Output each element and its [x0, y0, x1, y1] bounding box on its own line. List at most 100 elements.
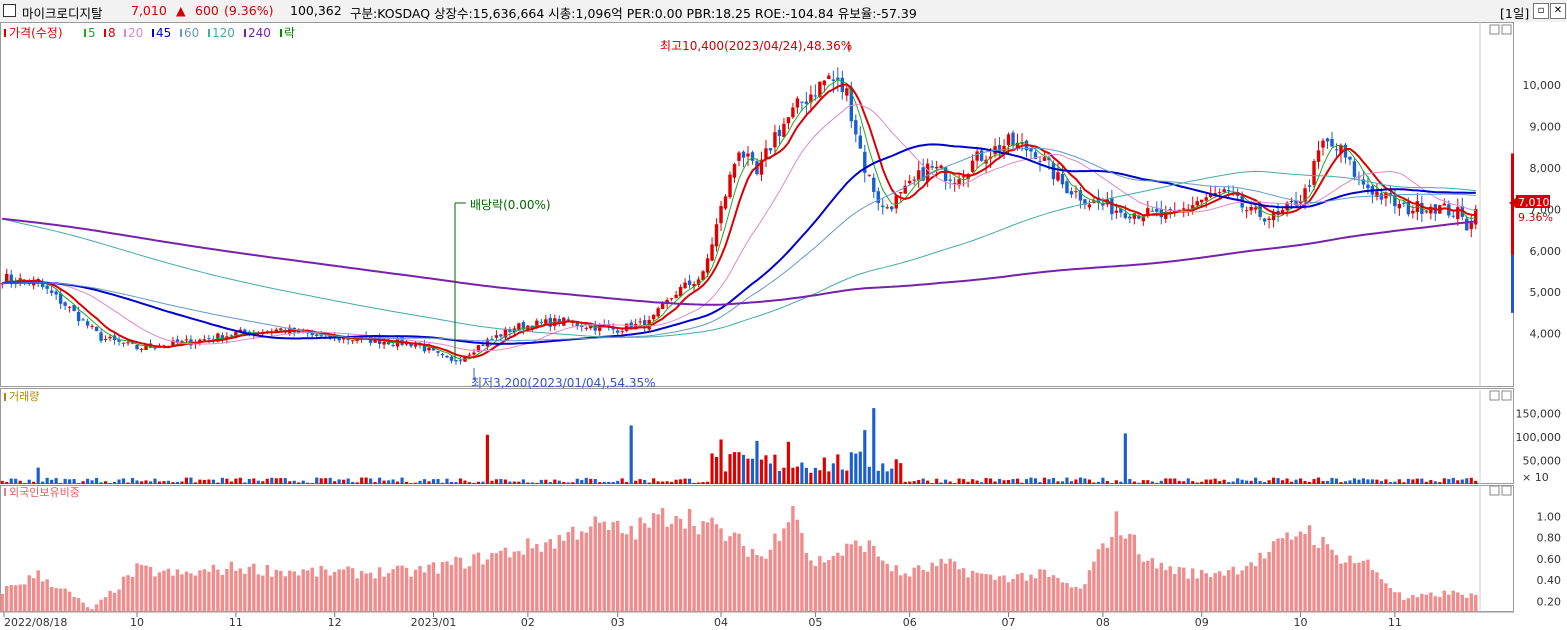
- candle-body: [620, 331, 624, 333]
- volume-bar: [1083, 478, 1087, 484]
- foreign-bar: [175, 569, 180, 612]
- foreign-bar: [1379, 579, 1384, 612]
- candle-body: [467, 354, 472, 356]
- foreign-bar: [1191, 568, 1195, 612]
- low-annotation: 최저3,200(2023/01/04),54.35%: [471, 376, 656, 390]
- foreign-bar: [1047, 576, 1051, 612]
- stock-chart[interactable]: 4,0005,0006,0007,0008,0009,00010,000150,…: [0, 22, 1567, 630]
- candle-body: [624, 323, 629, 331]
- foreign-bar: [1200, 570, 1204, 612]
- foreign-bar: [1042, 569, 1047, 612]
- candle-body: [1056, 172, 1060, 181]
- candle-body: [791, 107, 795, 118]
- foreign-bar: [908, 576, 912, 612]
- select-checkbox[interactable]: [3, 4, 16, 17]
- candle-body: [449, 356, 454, 361]
- candle-body: [1078, 190, 1083, 201]
- x-tick-label: 2023/01: [411, 616, 457, 629]
- candle-body: [1352, 161, 1357, 177]
- volume-bar: [1316, 477, 1321, 484]
- volume-bar: [234, 478, 238, 484]
- candle-body: [665, 299, 669, 304]
- foreign-bar: [1388, 587, 1393, 612]
- volume-bar: [512, 481, 516, 484]
- legend-ma-8: 8: [108, 26, 116, 40]
- volume-bar: [665, 481, 669, 484]
- volume-bar: [342, 479, 346, 484]
- restore-icon[interactable]: ▫: [1533, 3, 1549, 19]
- candle-body: [422, 344, 427, 352]
- foreign-bar: [948, 558, 952, 612]
- candle-body: [1226, 189, 1231, 191]
- volume-bar: [72, 478, 76, 484]
- foreign-bar: [934, 566, 939, 612]
- foreign-bar: [750, 548, 755, 612]
- volume-bar: [629, 425, 633, 484]
- volume-bar: [822, 457, 826, 484]
- legend-swatch: [104, 29, 106, 37]
- foreign-bar: [1011, 578, 1015, 612]
- candle-body: [1020, 142, 1024, 144]
- volume-bar: [387, 480, 391, 484]
- volume-bar: [746, 458, 750, 484]
- foreign-bar: [508, 557, 512, 612]
- volume-bar: [378, 477, 382, 484]
- foreign-bar: [1159, 562, 1163, 612]
- candle-body: [40, 283, 45, 287]
- volume-bar: [1375, 479, 1379, 484]
- foreign-bar: [306, 570, 310, 612]
- foreign-bar: [827, 560, 831, 612]
- candle-body: [49, 290, 54, 293]
- volume-bar: [1442, 478, 1446, 484]
- volume-panel-buttons[interactable]: [1489, 390, 1512, 401]
- foreign-bar: [0, 593, 4, 612]
- volume-bar: [1348, 480, 1352, 484]
- volume-bar: [472, 482, 476, 484]
- candle-body: [1262, 218, 1267, 222]
- volume-bar: [166, 480, 171, 484]
- foreign-bar: [692, 525, 696, 612]
- candle-body: [117, 339, 121, 342]
- foreign-bar: [283, 576, 287, 612]
- candle-body: [782, 123, 786, 138]
- close-icon[interactable]: ✕: [1550, 3, 1566, 19]
- foreign-bar: [1006, 582, 1011, 612]
- candle-body: [1087, 204, 1092, 208]
- volume-bar: [243, 482, 247, 484]
- foreign-bar: [1312, 544, 1316, 612]
- candle-body: [1366, 184, 1370, 189]
- foreign-bar: [1244, 566, 1249, 612]
- volume-bar: [1447, 479, 1451, 484]
- foreign-panel-buttons[interactable]: [1489, 485, 1512, 496]
- price-panel-buttons[interactable]: [1489, 24, 1512, 35]
- ma-line-45: [2, 143, 1476, 345]
- candle-body: [94, 326, 99, 332]
- candle-body: [1074, 191, 1078, 193]
- volume-y-tick: 150,000: [1516, 408, 1562, 421]
- foreign-bar: [1334, 555, 1339, 612]
- volume-bar: [679, 479, 683, 484]
- volume-bar: [1159, 480, 1163, 484]
- foreign-bar: [1213, 573, 1217, 612]
- foreign-bar: [1316, 547, 1321, 612]
- candle-body: [58, 293, 63, 304]
- candle-body: [355, 340, 359, 342]
- foreign-bar: [31, 578, 36, 612]
- legend-ma-락: 락: [284, 26, 295, 40]
- volume-bar: [953, 482, 957, 484]
- foreign-bar: [899, 575, 903, 612]
- volume-bar: [1303, 480, 1307, 484]
- candle-body: [279, 328, 283, 330]
- foreign-bar: [315, 576, 319, 612]
- foreign-bar: [755, 554, 759, 612]
- candle-body: [804, 101, 809, 104]
- foreign-bar: [1173, 573, 1177, 612]
- period-selector[interactable]: [1일]: [1500, 6, 1530, 21]
- candle-body: [1128, 216, 1132, 219]
- volume-bar: [1298, 478, 1303, 484]
- x-tick-label: 03: [611, 616, 625, 629]
- candle-body: [831, 79, 836, 81]
- volume-bar: [1200, 481, 1204, 484]
- candle-body: [99, 332, 103, 341]
- volume-bar: [1173, 478, 1177, 484]
